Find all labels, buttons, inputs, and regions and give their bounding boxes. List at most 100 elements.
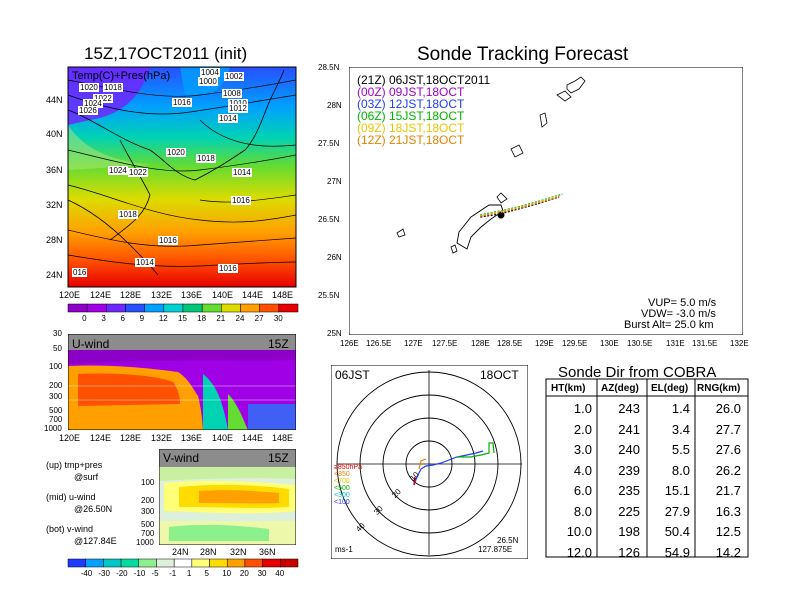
table-cell: 126 — [618, 544, 640, 560]
v-wind-time: 15Z — [268, 451, 289, 465]
legend-entry: (00Z) 09JST,18OCT — [357, 85, 465, 99]
pressure-tick: 100 — [49, 362, 63, 371]
lat-tick: 36N — [259, 547, 276, 557]
island-kerama — [450, 244, 458, 254]
table-cell: 14.2 — [715, 544, 741, 560]
pressure-label: 1022 — [128, 168, 148, 177]
pressure-tick: 700 — [141, 529, 155, 538]
colorbar-swatch — [191, 558, 210, 568]
pressure-label: 1000 — [198, 77, 218, 86]
table-cell: 8.0 — [573, 503, 592, 519]
island-okinawa — [456, 204, 504, 250]
pressure-tick: 200 — [141, 496, 155, 505]
lon-tick: 132E — [151, 290, 173, 300]
colorbar-label: 0 — [82, 314, 87, 323]
lat-tick: 44N — [46, 95, 63, 105]
table-cell: 26.0 — [715, 401, 741, 416]
temperature-colorbar — [67, 303, 299, 313]
table-cell: 2.0 — [573, 421, 592, 437]
lat-tick: 26.5N — [318, 215, 340, 224]
colorbar-label: 5 — [204, 569, 209, 578]
lon-tick: 148E — [272, 433, 294, 443]
sonde-track — [480, 196, 560, 217]
table-cell: 235 — [618, 483, 640, 498]
pressure-label: 1016 — [158, 236, 178, 245]
pressure-tick: 100 — [141, 478, 155, 487]
colorbar-swatch — [226, 558, 246, 568]
lat-tick: 36N — [46, 165, 63, 175]
colorbar-label: 18 — [197, 314, 207, 323]
pressure-label: 1002 — [224, 72, 244, 81]
isobars — [67, 79, 297, 267]
lat-tick: 26N — [327, 253, 342, 262]
map-frame — [67, 66, 297, 288]
u-wind-label: U-wind — [72, 337, 110, 351]
sonde-tracks — [480, 193, 563, 218]
lon-tick: 140E — [212, 290, 234, 300]
table-cell: 54.9 — [664, 544, 690, 560]
lon-tick: 140E — [212, 433, 234, 443]
colorbar-swatch — [85, 558, 104, 568]
pressure-label: 1024 — [83, 99, 103, 108]
note-title: (mid) u-wind — [46, 492, 96, 502]
colorbar-label: 6 — [120, 314, 125, 323]
hodograph-trace — [413, 450, 484, 486]
sonde-table-title: Sonde Dir from COBRA — [558, 364, 717, 381]
pressure-label: 1014 — [135, 258, 155, 267]
pressure-label: 016 — [72, 268, 88, 277]
lat-tick: 25.5N — [318, 291, 340, 300]
pressure-tick: 30 — [53, 329, 62, 338]
colorbar-swatch — [144, 303, 165, 313]
legend-entry: (12Z) 21JST,18OCT — [357, 133, 465, 147]
pressure-tick: 200 — [49, 381, 63, 390]
lon-tick: 120E — [59, 290, 81, 300]
colorbar-swatch — [262, 558, 281, 568]
table-cell: 240 — [618, 442, 640, 457]
colorbar-swatch — [163, 303, 184, 313]
pressure-label: 1016 — [218, 264, 238, 273]
lat-tick: 32N — [230, 547, 247, 557]
colorbar-swatch — [138, 558, 157, 568]
lat-tick: 28N — [200, 547, 217, 557]
param-vup: VUP= 5.0 m/s — [648, 297, 717, 309]
colorbar-swatch — [106, 303, 126, 313]
table-cell: 6.0 — [573, 483, 592, 498]
lon-tick: 120E — [59, 433, 81, 443]
lon-tick: 128E — [120, 433, 142, 443]
param-vdw: VDW= -3.0 m/s — [641, 308, 716, 320]
colorbar-swatch — [120, 558, 140, 568]
tracking-map — [349, 67, 743, 335]
pressure-label: 1024 — [108, 166, 128, 175]
colorbar-swatch — [156, 558, 175, 568]
lon-tick: 132E — [151, 433, 173, 443]
lat-tick: 28N — [46, 235, 63, 245]
pressure-label: 1016 — [231, 196, 251, 205]
table-cell: 241 — [618, 421, 640, 437]
lon-tick: 128E — [471, 339, 490, 348]
pressure-label: 1012 — [228, 104, 248, 113]
table-cell: 225 — [618, 503, 640, 519]
coastline-korea — [109, 139, 151, 241]
col-header: AZ(deg) — [601, 383, 639, 394]
colorbar-swatch — [67, 558, 86, 568]
v-wind-label: V-wind — [163, 451, 200, 465]
level-entry: <700 — [334, 478, 350, 485]
pressure-label: 1014 — [232, 168, 252, 177]
lon-tick: 126.5E — [366, 339, 392, 348]
colorbar-swatch — [182, 303, 203, 313]
lon-tick: 124E — [90, 433, 112, 443]
level-entry: <300 — [334, 492, 350, 499]
pressure-tick: 300 — [49, 392, 63, 401]
sonde-track — [480, 193, 563, 216]
lat-tick: 40N — [46, 129, 63, 139]
hodo-unit: ms-1 — [335, 545, 353, 554]
island-kikai — [556, 90, 572, 102]
sonde-table-frame — [545, 378, 749, 558]
lon-tick: 136E — [181, 290, 203, 300]
colorbar-swatch — [244, 558, 263, 568]
lon-tick: 136E — [181, 433, 203, 443]
island-okinoerabu — [510, 144, 524, 158]
island-kume — [396, 228, 406, 238]
lon-tick: 132E — [730, 339, 749, 348]
colorbar-swatch — [201, 303, 222, 313]
